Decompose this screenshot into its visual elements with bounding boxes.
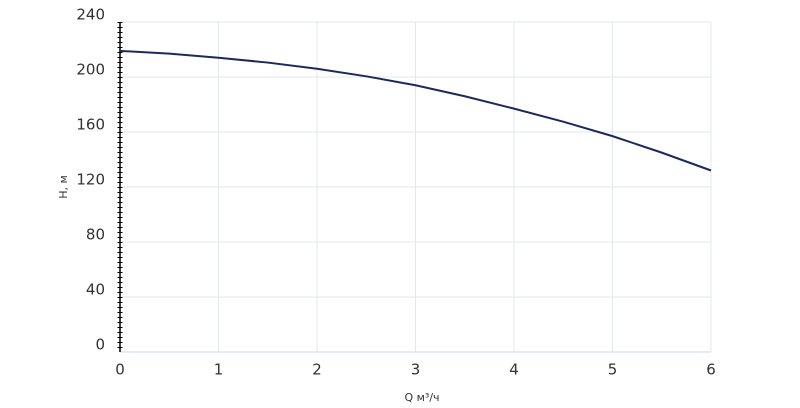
y-tick-label: 0 bbox=[95, 336, 105, 354]
x-axis-title: Q м³/ч bbox=[404, 391, 439, 404]
y-tick-label: 240 bbox=[76, 6, 105, 24]
x-tick-label: 5 bbox=[608, 361, 618, 379]
data-line bbox=[119, 49, 712, 172]
x-tick-label: 2 bbox=[312, 361, 322, 379]
y-tick-label: 120 bbox=[76, 171, 105, 189]
y-tick-label: 80 bbox=[86, 226, 105, 244]
y-tick-label: 200 bbox=[76, 61, 105, 79]
x-tick-label: 0 bbox=[115, 361, 125, 379]
x-tick-label: 6 bbox=[706, 361, 716, 379]
x-tick-label: 4 bbox=[509, 361, 519, 379]
y-tick-label: 40 bbox=[86, 281, 105, 299]
y-tick-label: 160 bbox=[76, 116, 105, 134]
y-axis-title: H, м bbox=[57, 175, 70, 199]
x-tick-label: 3 bbox=[411, 361, 421, 379]
x-tick-label: 1 bbox=[214, 361, 224, 379]
